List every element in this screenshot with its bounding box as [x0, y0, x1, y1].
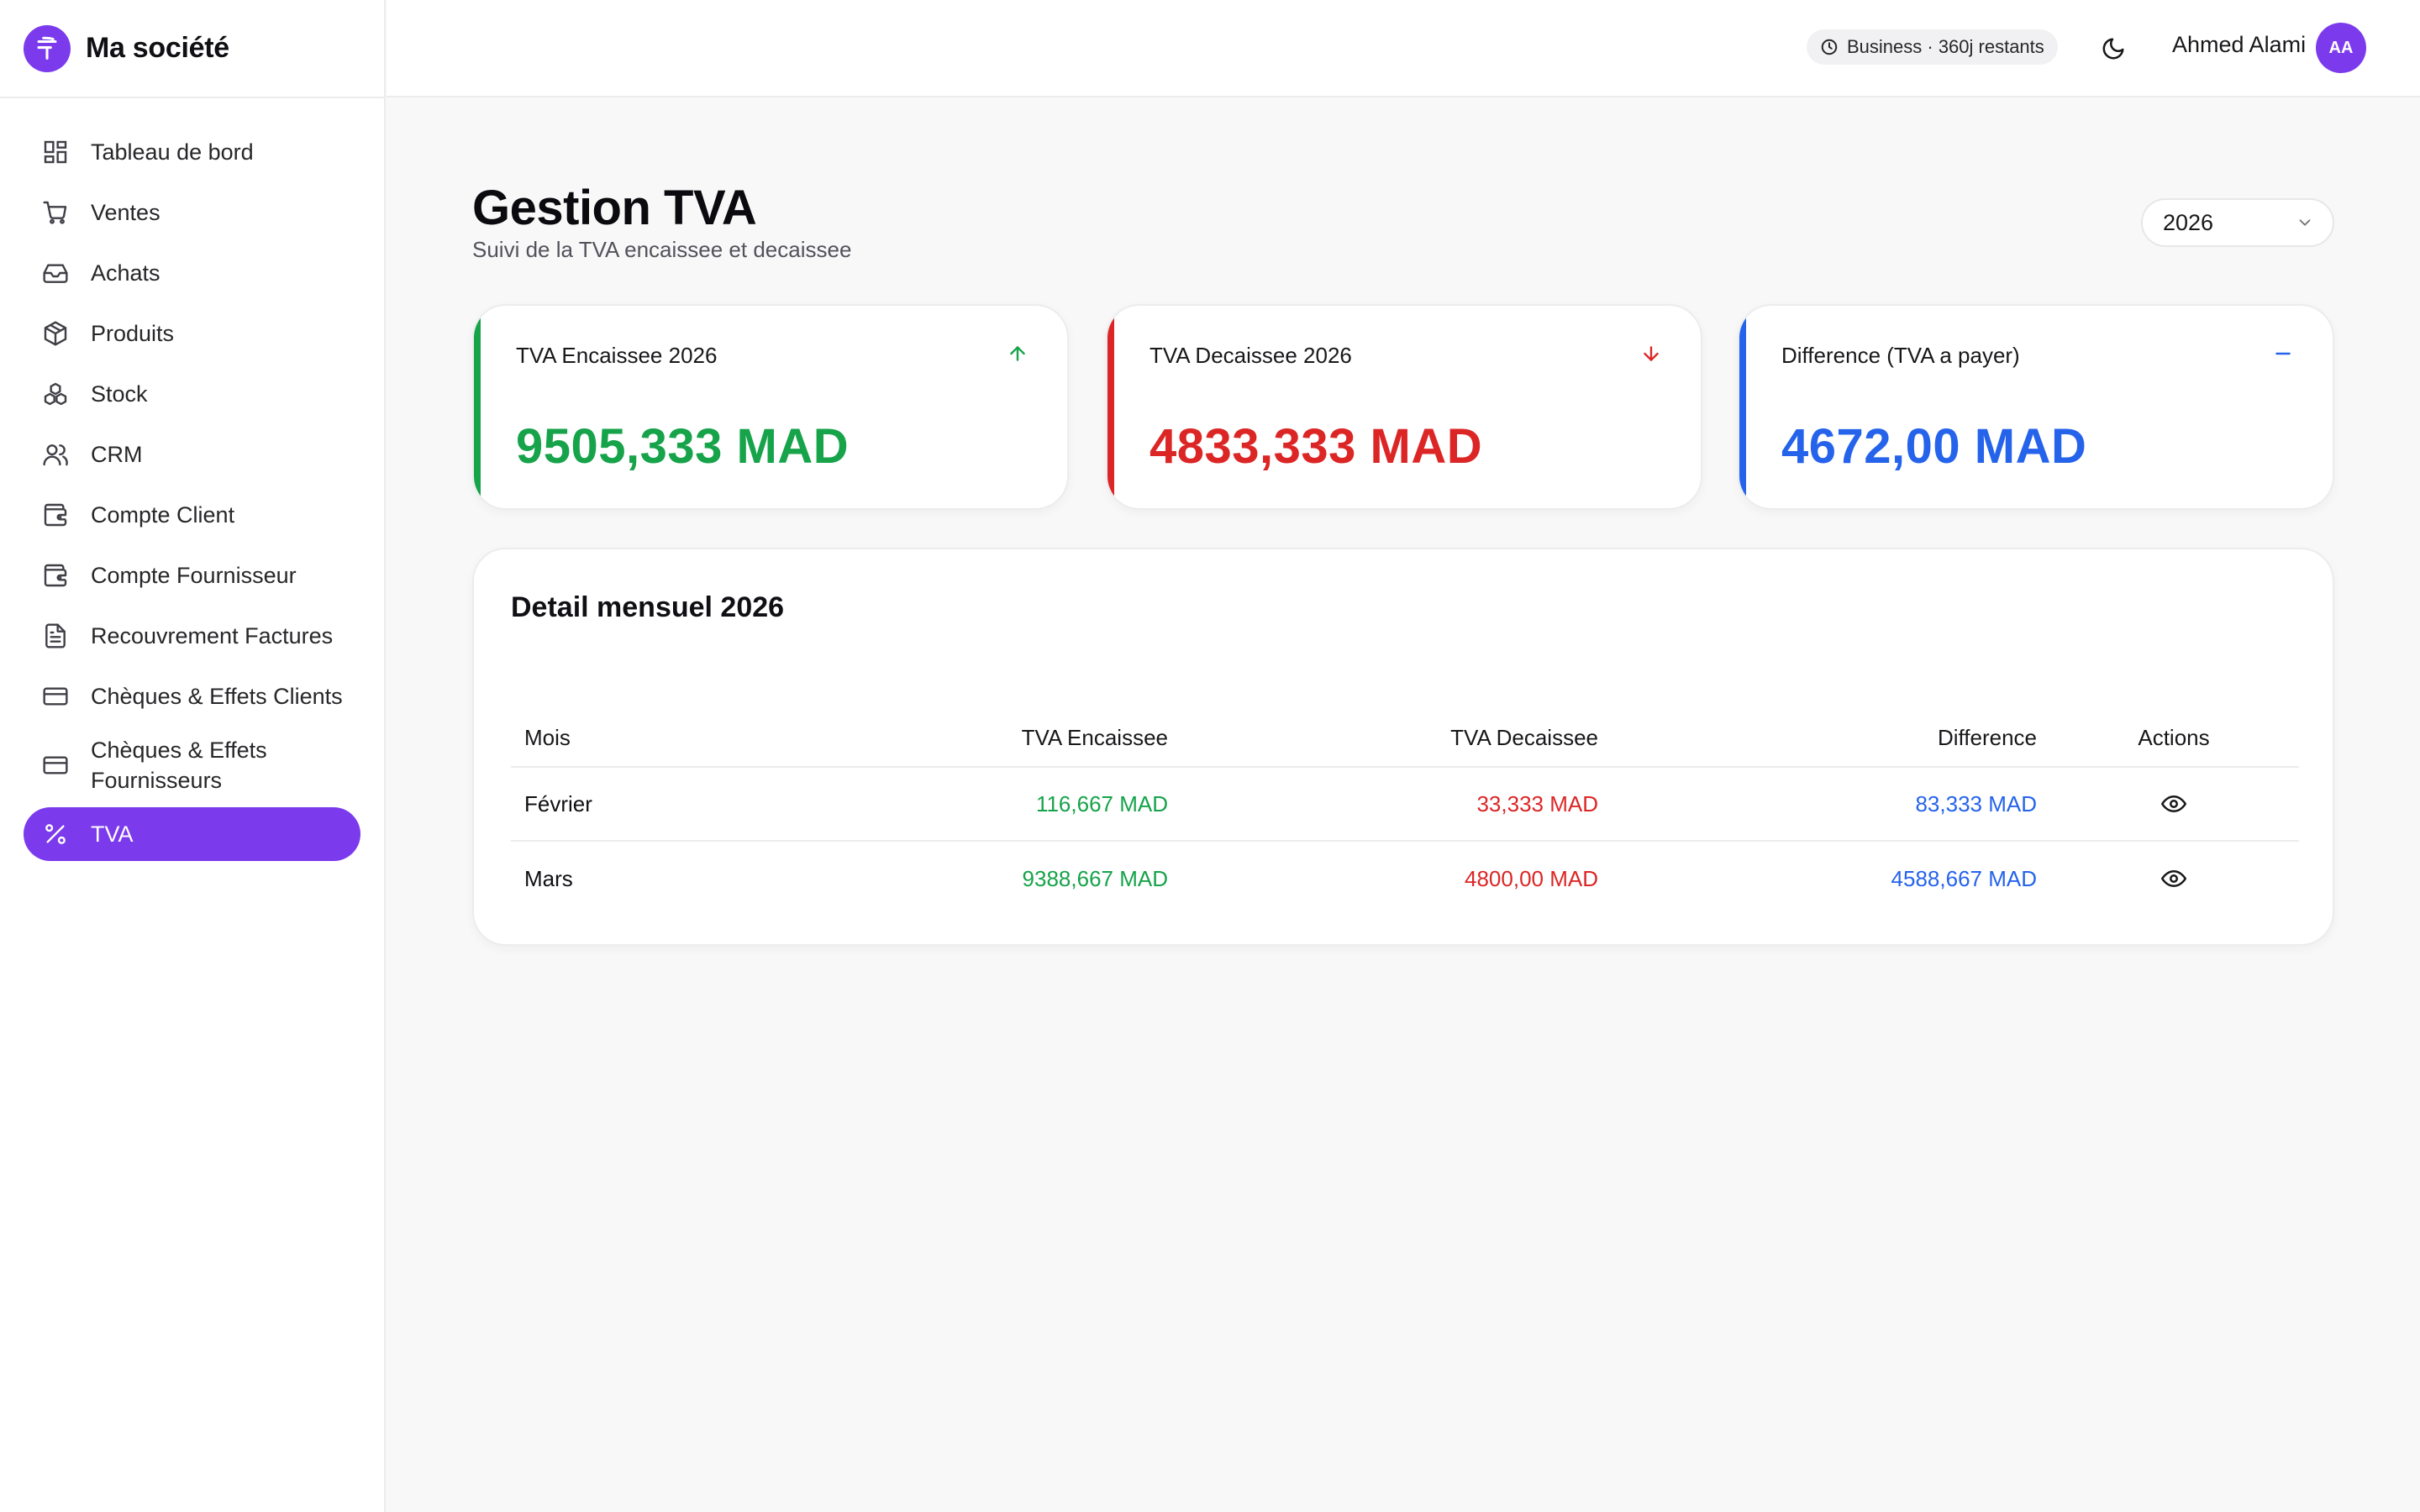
table-header-row: Mois TVA Encaissee TVA Decaissee Differe…: [511, 709, 2299, 768]
cell-decaissee: 4800,00 MAD: [1465, 865, 1598, 891]
sidebar-item-stock[interactable]: Stock: [24, 367, 360, 421]
cell-mois: Mars: [524, 865, 573, 891]
detail-mensuel-card: Detail mensuel 2026 Mois TVA Encaissee T…: [472, 548, 2334, 946]
sidebar-item-label: Chèques & Effets Clients: [91, 683, 343, 709]
dashboard-icon: [40, 137, 71, 167]
sidebar-item-tva[interactable]: TVA: [24, 807, 360, 861]
page-title: Gestion TVA: [472, 181, 757, 235]
cart-icon: [40, 197, 71, 228]
brand-logo-icon: [24, 24, 71, 72]
table-row: Mars 9388,667 MAD 4800,00 MAD 4588,667 M…: [511, 842, 2299, 916]
view-button[interactable]: [2155, 785, 2192, 822]
cell-difference: 4588,667 MAD: [1891, 865, 2037, 891]
sidebar-item-label: Compte Client: [91, 501, 235, 528]
card-accent: [1107, 306, 1114, 508]
detail-title: Detail mensuel 2026: [511, 591, 785, 623]
inbox-icon: [40, 258, 71, 288]
eye-icon: [2161, 795, 2186, 812]
sidebar: Ma société Tableau de bord Ventes Achats…: [0, 0, 386, 1512]
sidebar-item-label: Recouvrement Factures: [91, 622, 334, 648]
sidebar-item-label: TVA: [91, 821, 134, 847]
eye-icon: [2161, 870, 2186, 887]
arrow-up-icon: [1005, 341, 1030, 366]
credit-card-icon: [40, 750, 71, 780]
table-row: Février 116,667 MAD 33,333 MAD 83,333 MA…: [511, 768, 2299, 842]
stat-card-tva-encaissee: TVA Encaissee 2026 9505,333 MAD: [472, 304, 1069, 510]
cell-actions: [2136, 768, 2212, 840]
stat-label: TVA Decaissee 2026: [1150, 343, 1352, 368]
sidebar-item-label: Achats: [91, 260, 160, 286]
sidebar-item-label: Compte Fournisseur: [91, 562, 297, 588]
stat-card-difference: Difference (TVA a payer) 4672,00 MAD: [1738, 304, 2334, 510]
avatar[interactable]: AA: [2316, 23, 2366, 73]
card-accent: [474, 306, 481, 508]
stat-label: Difference (TVA a payer): [1781, 343, 2020, 368]
users-icon: [40, 439, 71, 470]
cell-encaissee: 9388,667 MAD: [1022, 865, 1168, 891]
sidebar-item-cheques-clients[interactable]: Chèques & Effets Clients: [24, 669, 360, 723]
detail-table: Mois TVA Encaissee TVA Decaissee Differe…: [511, 709, 2299, 916]
credit-card-icon: [40, 681, 71, 711]
sidebar-item-label: Ventes: [91, 199, 160, 225]
card-accent: [1739, 306, 1746, 508]
sidebar-item-label: Stock: [91, 381, 148, 407]
view-button[interactable]: [2155, 860, 2192, 897]
sidebar-item-compte-client[interactable]: Compte Client: [24, 488, 360, 542]
theme-toggle-button[interactable]: [2095, 30, 2132, 67]
page-subtitle: Suivi de la TVA encaissee et decaissee: [472, 237, 852, 262]
sidebar-item-label: CRM: [91, 441, 143, 467]
cell-decaissee: 33,333 MAD: [1476, 790, 1598, 816]
stat-card-tva-decaissee: TVA Decaissee 2026 4833,333 MAD: [1106, 304, 1702, 510]
top-bar: Business · 360j restants Ahmed Alami AA: [387, 0, 2420, 97]
brand[interactable]: Ma société: [0, 0, 384, 98]
stat-value: 4672,00 MAD: [1781, 419, 2087, 474]
cell-difference: 83,333 MAD: [1915, 790, 2037, 816]
sidebar-item-tableau-de-bord[interactable]: Tableau de bord: [24, 125, 360, 179]
arrow-down-icon: [1639, 341, 1664, 366]
cell-mois: Février: [524, 790, 592, 816]
column-header-decaissee: TVA Decaissee: [1450, 724, 1598, 750]
boxes-icon: [40, 379, 71, 409]
stat-value: 4833,333 MAD: [1150, 419, 1483, 474]
column-header-actions: Actions: [2138, 724, 2210, 750]
column-header-mois: Mois: [524, 724, 571, 750]
cell-actions: [2136, 842, 2212, 916]
percent-icon: [40, 819, 71, 849]
column-header-encaissee: TVA Encaissee: [1021, 724, 1168, 750]
year-select-value: 2026: [2163, 209, 2214, 235]
sidebar-item-recouvrement-factures[interactable]: Recouvrement Factures: [24, 609, 360, 663]
clock-icon: [1820, 37, 1840, 57]
minus-icon: [2270, 341, 2296, 366]
package-icon: [40, 318, 71, 349]
cell-encaissee: 116,667 MAD: [1035, 790, 1168, 816]
sidebar-item-cheques-fournisseurs[interactable]: Chèques & Effets Fournisseurs: [24, 730, 360, 801]
sidebar-item-label: Chèques & Effets Fournisseurs: [91, 738, 267, 793]
stat-value: 9505,333 MAD: [516, 419, 850, 474]
sidebar-item-label: Tableau de bord: [91, 139, 254, 165]
chevron-down-icon: [2299, 219, 2311, 226]
sidebar-item-crm[interactable]: CRM: [24, 428, 360, 481]
stat-label: TVA Encaissee 2026: [516, 343, 718, 368]
plan-badge-label: Business · 360j restants: [1847, 36, 2044, 57]
user-name[interactable]: Ahmed Alami: [2172, 32, 2307, 57]
year-select[interactable]: 2026: [2141, 198, 2334, 247]
sidebar-item-ventes[interactable]: Ventes: [24, 186, 360, 239]
wallet-icon: [40, 500, 71, 530]
sidebar-item-achats[interactable]: Achats: [24, 246, 360, 300]
wallet-icon: [40, 560, 71, 591]
sidebar-item-label: Produits: [91, 320, 175, 346]
column-header-difference: Difference: [1937, 724, 2037, 750]
moon-icon: [2102, 38, 2124, 60]
sidebar-item-produits[interactable]: Produits: [24, 307, 360, 360]
brand-name: Ma société: [86, 32, 229, 64]
plan-badge[interactable]: Business · 360j restants: [1807, 29, 2058, 65]
file-text-icon: [40, 621, 71, 651]
sidebar-item-compte-fournisseur[interactable]: Compte Fournisseur: [24, 549, 360, 602]
sidebar-nav: Tableau de bord Ventes Achats Produits S…: [0, 98, 384, 861]
